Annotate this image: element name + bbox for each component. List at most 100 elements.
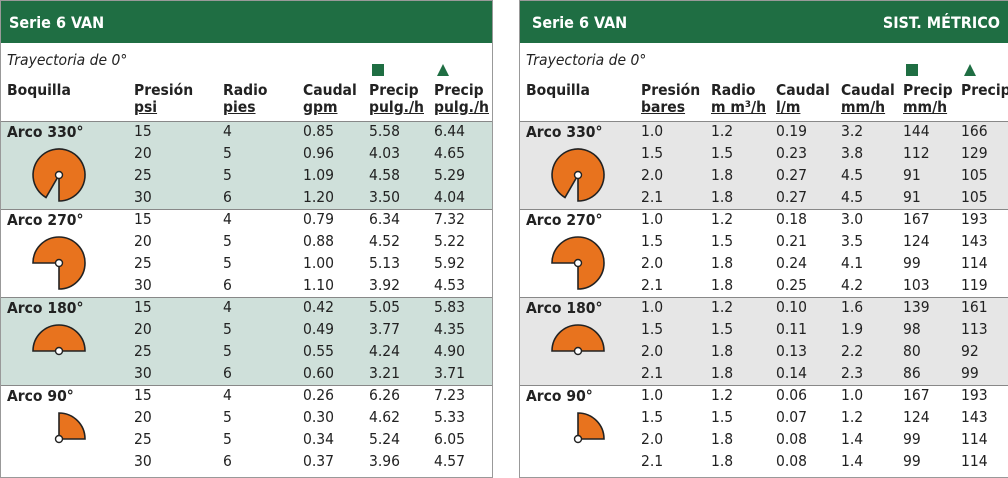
column-header: l/m xyxy=(776,98,801,116)
nozzle-label: Arco 180° xyxy=(526,299,603,317)
column-header: Precip xyxy=(903,81,953,99)
cell: 4.03 xyxy=(369,144,401,162)
column-header: pulg./h xyxy=(434,98,489,116)
cell: 4.2 xyxy=(841,276,864,294)
cell: 4.90 xyxy=(434,342,466,360)
cell: 5 xyxy=(223,430,232,448)
cell: 112 xyxy=(903,144,930,162)
cell: 139 xyxy=(903,298,930,316)
cell: 3.0 xyxy=(841,210,864,228)
cell: 1.2 xyxy=(711,298,734,316)
cell: 91 xyxy=(903,166,921,184)
cell: 30 xyxy=(134,452,152,470)
cell: 0.14 xyxy=(776,364,808,382)
cell: 4.53 xyxy=(434,276,466,294)
cell: 4.58 xyxy=(369,166,401,184)
header-bar: Serie 6 VAN xyxy=(1,1,492,43)
cell: 119 xyxy=(961,276,988,294)
cell: 1.4 xyxy=(841,430,864,448)
cell: 5.13 xyxy=(369,254,401,272)
cell: 1.8 xyxy=(711,430,734,448)
cell: 25 xyxy=(134,430,152,448)
cell: 4.62 xyxy=(369,408,401,426)
cell: 1.0 xyxy=(841,386,864,404)
cell: 0.42 xyxy=(303,298,335,316)
column-header: Caudal xyxy=(841,81,895,99)
cell: 144 xyxy=(903,122,930,140)
cell: 4.5 xyxy=(841,188,864,206)
cell: 80 xyxy=(903,342,921,360)
cell: 0.07 xyxy=(776,408,808,426)
cell: 15 xyxy=(134,210,152,228)
cell: 98 xyxy=(903,320,921,338)
cell: 3.5 xyxy=(841,232,864,250)
cell: 3.8 xyxy=(841,144,864,162)
row-divider xyxy=(520,209,1008,210)
cell: 25 xyxy=(134,342,152,360)
cell: 4.57 xyxy=(434,452,466,470)
cell: 91 xyxy=(903,188,921,206)
row-divider xyxy=(520,385,1008,386)
row-divider xyxy=(520,121,1008,122)
column-header: Presión xyxy=(641,81,701,99)
cell: 4.65 xyxy=(434,144,466,162)
cell: 3.2 xyxy=(841,122,864,140)
cell: 2.1 xyxy=(641,364,664,382)
cell: 4 xyxy=(223,298,232,316)
cell: 1.10 xyxy=(303,276,335,294)
column-header: Precip xyxy=(369,81,419,99)
cell: 4.35 xyxy=(434,320,466,338)
cell: 6.34 xyxy=(369,210,401,228)
cell: 2.0 xyxy=(641,254,664,272)
header-title: Serie 6 VAN xyxy=(532,13,628,32)
cell: 6 xyxy=(223,188,232,206)
cell: 166 xyxy=(961,122,988,140)
column-header: Radio xyxy=(711,81,756,99)
cell: 1.8 xyxy=(711,364,734,382)
cell: 5 xyxy=(223,408,232,426)
subtitle: Trayectoria de 0° xyxy=(7,51,128,69)
cell: 4 xyxy=(223,210,232,228)
cell: 1.2 xyxy=(711,210,734,228)
cell: 1.2 xyxy=(711,386,734,404)
cell: 114 xyxy=(961,452,988,470)
cell: 1.2 xyxy=(711,122,734,140)
cell: 5.83 xyxy=(434,298,466,316)
cell: 0.88 xyxy=(303,232,335,250)
column-header: Caudal xyxy=(303,81,357,99)
cell: 3.21 xyxy=(369,364,401,382)
header-system: SIST. MÉTRICO xyxy=(882,13,1000,32)
cell: 5 xyxy=(223,320,232,338)
cell: 0.23 xyxy=(776,144,808,162)
cell: 1.0 xyxy=(641,210,664,228)
cell: 0.30 xyxy=(303,408,335,426)
row-divider xyxy=(1,297,492,298)
cell: 92 xyxy=(961,342,979,360)
cell: 0.10 xyxy=(776,298,808,316)
nozzle-label: Arco 330° xyxy=(7,123,84,141)
cell: 15 xyxy=(134,298,152,316)
cell: 3.71 xyxy=(434,364,466,382)
cell: 6 xyxy=(223,452,232,470)
cell: 15 xyxy=(134,122,152,140)
cell: 20 xyxy=(134,408,152,426)
cell: 2.0 xyxy=(641,430,664,448)
cell: 5 xyxy=(223,144,232,162)
cell: 0.34 xyxy=(303,430,335,448)
cell: 4.04 xyxy=(434,188,466,206)
nozzle-label: Arco 270° xyxy=(7,211,84,229)
cell: 5.33 xyxy=(434,408,466,426)
cell: 6.05 xyxy=(434,430,466,448)
column-header: Boquilla xyxy=(7,81,71,99)
cell: 105 xyxy=(961,166,988,184)
cell: 6.26 xyxy=(369,386,401,404)
column-header: psi xyxy=(134,98,158,116)
column-header: bares xyxy=(641,98,686,116)
cell: 30 xyxy=(134,188,152,206)
cell: 0.06 xyxy=(776,386,808,404)
cell: 5.22 xyxy=(434,232,466,250)
cell: 161 xyxy=(961,298,988,316)
cell: 124 xyxy=(903,232,930,250)
cell: 5.58 xyxy=(369,122,401,140)
